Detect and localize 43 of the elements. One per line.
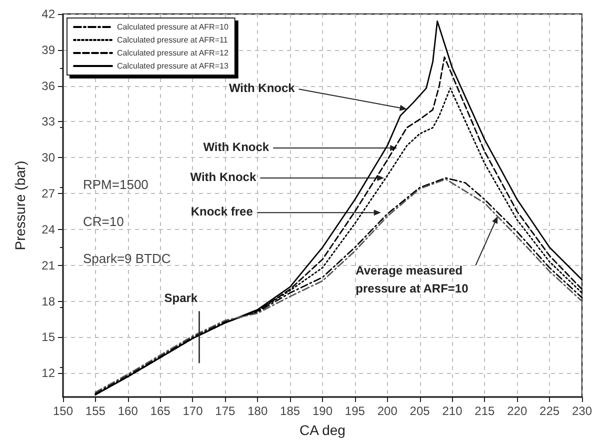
x-tick-label: 205 [410,404,430,418]
y-tick-label: 18 [42,294,56,308]
y-tick-label: 21 [42,258,56,272]
x-tick-label: 220 [507,404,528,418]
y-tick-label: 36 [42,78,56,93]
annotation: With Knock [228,81,296,96]
y-tick-label: 27 [42,186,56,201]
x-tick-label: 210 [442,404,463,418]
x-tick-label: 195 [344,404,366,418]
annotation: Spark [164,291,198,306]
annotation: Average measured pressure at ARF=10 [356,263,469,296]
x-axis-title: CA deg [300,422,346,438]
x-tick-label: 155 [85,404,106,418]
y-tick-label: 39 [42,42,56,57]
x-tick-label: 185 [280,404,300,418]
y-tick-label: 33 [42,114,56,129]
annotation: Knock free [190,204,254,219]
annotation: With Knock [190,170,256,184]
annotation: Spark=9 BTDC [83,251,171,266]
legend-label: Calculated pressure at AFR=12 [117,48,229,58]
y-tick-label: 30 [42,150,56,165]
x-tick-label: 215 [474,404,496,418]
y-axis-title: Pressure (bar) [12,160,28,250]
annotation: RPM=1500 [83,177,148,192]
y-tick-label: 42 [42,7,56,21]
x-tick-label: 180 [248,404,268,418]
legend-label: Calculated pressure at AFR=13 [117,62,229,70]
x-tick-label: 150 [52,404,74,418]
y-tick-label: 24 [42,222,56,236]
x-tick-label: 230 [572,404,592,418]
x-tick-label: 175 [215,404,236,418]
x-tick-label: 165 [150,404,171,418]
x-tick-label: 160 [118,404,138,418]
annotation: CR=10 [83,214,124,229]
x-tick-label: 190 [312,404,333,418]
x-tick-label: 170 [182,404,204,418]
x-tick-label: 225 [540,404,560,418]
x-tick-label: 200 [377,404,398,418]
y-tick-label: 15 [42,330,56,344]
legend-label: Calculated pressure at AFR=10 [117,22,229,32]
y-tick-label: 12 [42,366,56,380]
legend-label: Calculated pressure at AFR=11 [117,36,228,44]
annotation: With Knock [203,140,270,154]
